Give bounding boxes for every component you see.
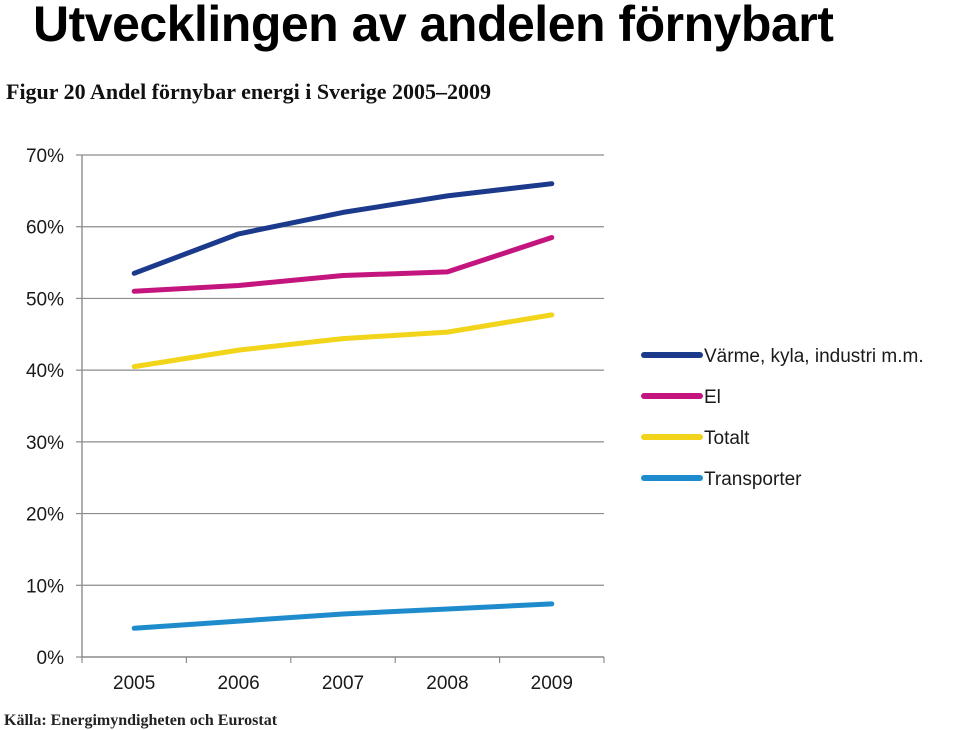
- y-tick-label: 70%: [26, 146, 64, 167]
- x-tick-label: 2008: [426, 673, 468, 694]
- slide-title: Utvecklingen av andelen förnybart: [33, 0, 834, 52]
- x-tick-label: 2005: [113, 673, 155, 694]
- y-tick-label: 40%: [26, 361, 64, 382]
- y-tick-label: 50%: [26, 289, 64, 310]
- grid-lines: [82, 154, 604, 586]
- y-tick-label: 30%: [26, 433, 64, 454]
- legend-item: Transporter: [641, 469, 802, 490]
- y-tick-label: 20%: [26, 505, 64, 526]
- series-line: [131, 181, 555, 276]
- axes: [76, 154, 605, 663]
- y-axis-ticks: 0% 10% 20% 30% 40% 50% 60% 70%: [26, 146, 64, 669]
- series-line: [131, 235, 555, 294]
- legend-item: Värme, kyla, industri m.m.: [641, 346, 924, 367]
- legend-label: Totalt: [704, 428, 750, 449]
- source-note: Källa: Energimyndigheten och Eurostat: [4, 712, 278, 729]
- chart-title: Figur 20 Andel förnybar energi i Sverige…: [6, 79, 491, 104]
- x-tick-label: 2007: [322, 673, 364, 694]
- series-line: [131, 601, 555, 631]
- y-tick-label: 60%: [26, 218, 64, 239]
- y-tick-label: 0%: [37, 648, 65, 669]
- legend: Värme, kyla, industri m.m. El Totalt Transp…: [641, 346, 924, 490]
- x-tick-label: 2009: [531, 673, 573, 694]
- legend-item: Totalt: [641, 428, 750, 449]
- legend-label: Transporter: [704, 469, 802, 490]
- x-tick-label: 2006: [217, 673, 259, 694]
- legend-label: Värme, kyla, industri m.m.: [704, 346, 924, 367]
- legend-item: El: [641, 387, 721, 408]
- legend-label: El: [704, 387, 721, 408]
- series-line: [131, 312, 555, 370]
- series-lines: [131, 181, 555, 631]
- y-tick-label: 10%: [26, 576, 64, 597]
- x-axis-ticks: 2005 2006 2007 2008 2009: [113, 673, 573, 694]
